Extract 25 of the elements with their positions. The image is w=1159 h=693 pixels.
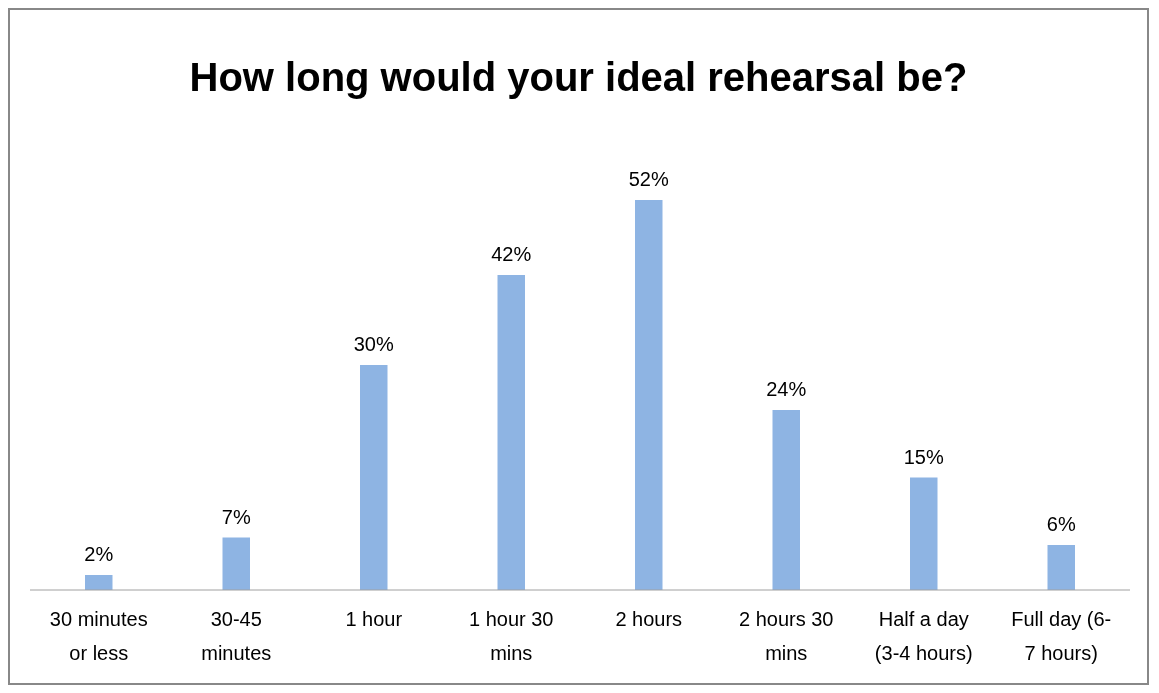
data-label: 7% xyxy=(221,505,251,528)
data-label: 15% xyxy=(903,445,944,468)
data-label: 24% xyxy=(766,378,807,400)
bar xyxy=(222,537,250,590)
bar xyxy=(497,275,525,590)
data-label: 42% xyxy=(491,243,532,265)
bar xyxy=(1047,545,1075,590)
data-label: 2% xyxy=(84,543,114,565)
bar xyxy=(772,410,800,590)
bar xyxy=(360,365,388,590)
bar xyxy=(635,200,663,590)
bar xyxy=(910,477,938,590)
x-tick-label: 2 hours xyxy=(615,608,683,630)
x-tick-label: 2 hours 30 mins xyxy=(738,608,834,664)
x-tick-label: 30 minutes or less xyxy=(49,608,148,664)
x-tick-label: Half a day (3-4 hours) xyxy=(874,608,973,664)
data-label: 30% xyxy=(353,333,394,355)
x-tick-label: 30-45 minutes xyxy=(201,608,272,664)
chart-title: How long would your ideal rehearsal be? xyxy=(188,54,969,101)
data-label: 6% xyxy=(1046,513,1076,535)
data-label: 52% xyxy=(628,168,669,190)
x-tick-label: Full day (6-7 hours) xyxy=(1011,608,1112,664)
x-tick-label: 1 hour 30 mins xyxy=(468,608,554,664)
x-tick-label: 1 hour xyxy=(345,608,403,630)
bar xyxy=(85,575,113,590)
